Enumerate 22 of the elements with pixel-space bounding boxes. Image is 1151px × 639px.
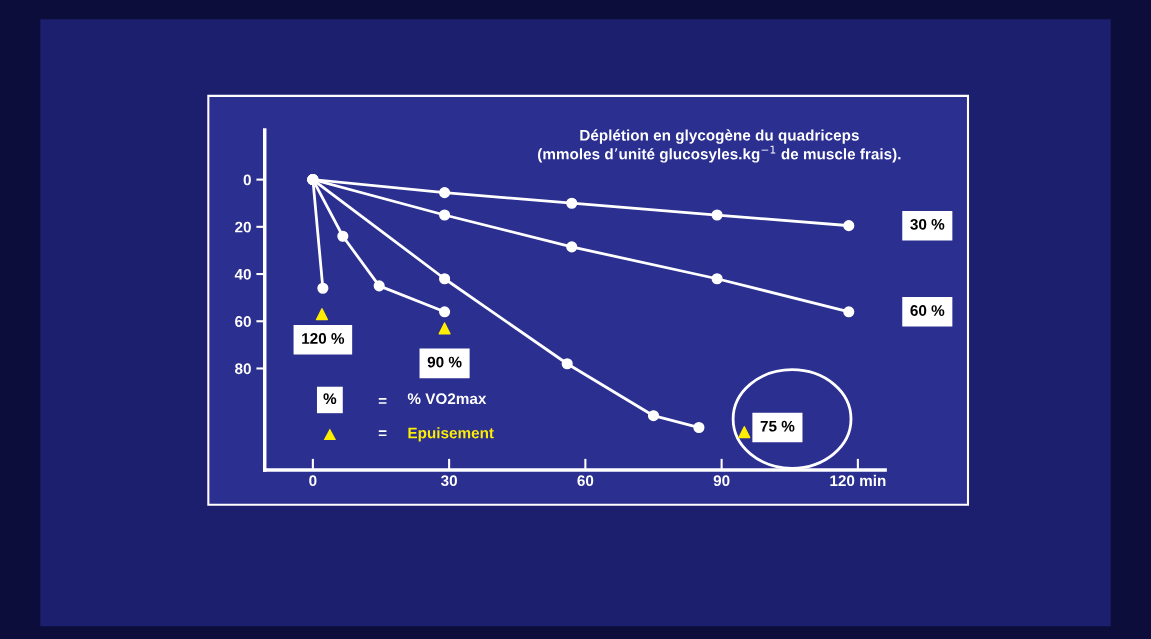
text: 60 % (910, 305, 945, 316)
y-tick-label: 0 (243, 174, 251, 186)
annotation: = (378, 398, 387, 404)
chart-title: Déplétion en glycogène du quadriceps (580, 129, 859, 144)
text: 90 % (427, 356, 462, 368)
x-tick-label: 90 (713, 475, 730, 487)
x-tick-label: 0 (309, 475, 317, 487)
y-tick-label: 60 (235, 316, 251, 327)
annotation: = (378, 430, 387, 437)
text: (mmoles d’unité glucosyles.kg$^{−1}$ de muscle frais). (538, 145, 901, 163)
y-tick-label: 80 (235, 363, 251, 375)
x-tick-label: 120 min (830, 474, 886, 487)
y-tick-label: 20 (235, 221, 251, 233)
annotation: Epuisement (408, 427, 494, 442)
text: 75 % (760, 420, 795, 432)
y-tick-label: 40 (234, 268, 251, 280)
x-tick-label: 60 (577, 475, 594, 487)
annotation: % (323, 393, 337, 405)
annotation: % VO2max (407, 393, 487, 405)
text: 30 % (910, 218, 945, 230)
text: 120 % (302, 333, 345, 344)
x-tick-label: 30 (440, 475, 457, 487)
